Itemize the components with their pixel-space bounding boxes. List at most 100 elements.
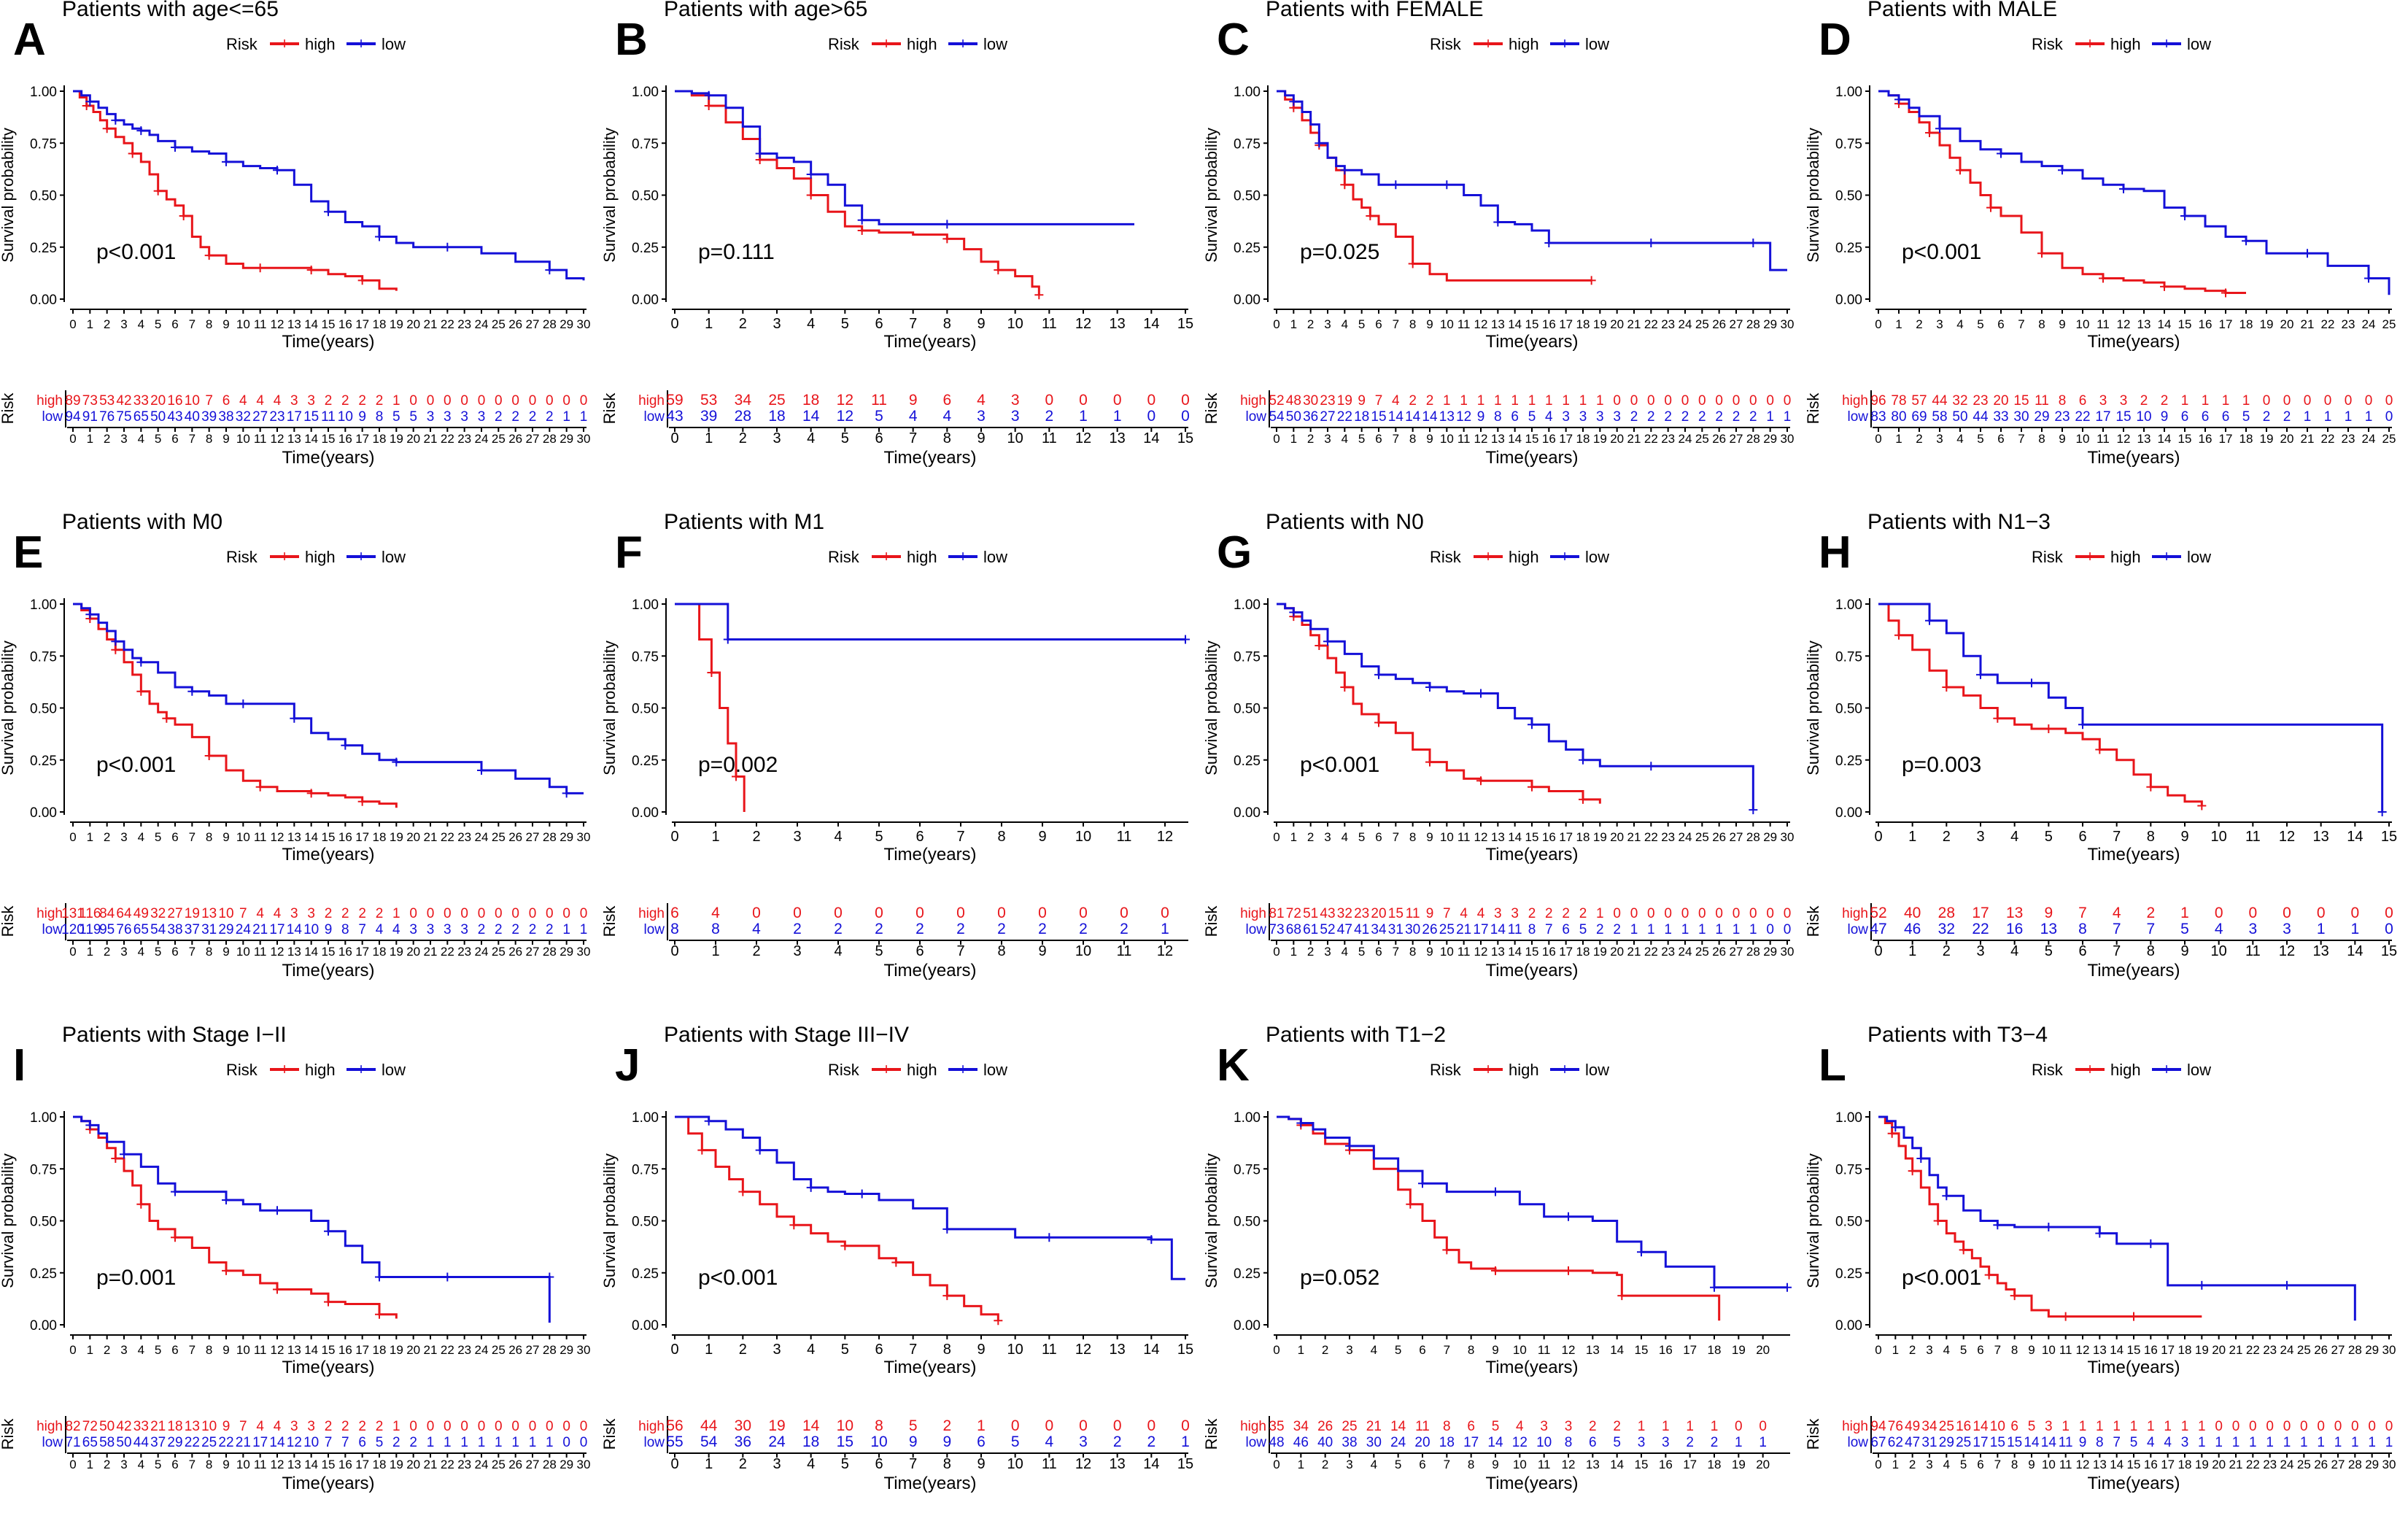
risk-count-low: 120 [61, 922, 85, 937]
risk-count-low: 1 [478, 1435, 486, 1450]
risk-table-label: Risk [0, 905, 17, 937]
y-tick-label: 1.00 [1835, 597, 1862, 613]
risk-x-tick-label: 12 [271, 945, 284, 959]
risk-count-low: 2 [409, 1435, 417, 1450]
risk-count-low: 4 [909, 408, 918, 425]
risk-count-high: 0 [1630, 906, 1638, 921]
x-tick-label: 2 [752, 829, 760, 845]
risk-count-high: 13 [201, 906, 217, 921]
risk-count-high: 0 [2300, 1419, 2308, 1434]
risk-x-tick-label: 8 [997, 943, 1005, 959]
risk-count-high: 17 [1972, 905, 1989, 921]
x-tick-label: 10 [2042, 1343, 2056, 1357]
censor-mark-high [204, 751, 214, 761]
risk-count-high: 2 [1528, 906, 1536, 921]
censor-mark-low [1045, 1233, 1054, 1242]
x-tick-label: 7 [1393, 830, 1399, 844]
legend-high-label: high [2110, 1061, 2141, 1079]
risk-count-high: 0 [1784, 393, 1792, 409]
risk-count-high: 1 [2181, 393, 2189, 409]
risk-count-high: 2 [1545, 906, 1553, 921]
x-tick-label: 2 [1307, 317, 1314, 331]
risk-x-tick-label: 11 [2097, 432, 2110, 446]
risk-count-high: 1 [392, 393, 400, 409]
risk-count-high: 18 [167, 1419, 182, 1434]
risk-count-low: 3 [444, 922, 452, 937]
risk-count-low: 95 [99, 922, 115, 937]
risk-count-high: 0 [2385, 1419, 2393, 1434]
risk-count-low: 2 [495, 922, 503, 937]
risk-count-high: 0 [2351, 1419, 2359, 1434]
x-tick-label: 19 [2260, 317, 2274, 331]
x-tick-label: 30 [577, 317, 591, 331]
risk-count-high: 72 [82, 1419, 98, 1434]
x-tick-label: 25 [1695, 830, 1709, 844]
x-tick-label: 29 [1763, 830, 1777, 844]
risk-count-low: 3 [1638, 1435, 1646, 1450]
censor-mark-high [111, 645, 120, 654]
risk-count-high: 0 [2334, 1419, 2342, 1434]
y-tick-label: 0.50 [1835, 702, 1862, 717]
risk-count-low: 0 [1181, 408, 1190, 425]
x-axis-label: Time(years) [883, 845, 976, 864]
risk-x-tick-label: 30 [577, 432, 591, 446]
risk-count-high: 3 [2099, 393, 2107, 409]
risk-count-high: 1 [1460, 393, 1468, 409]
censor-mark-low [1891, 1123, 1900, 1132]
censor-mark-high [375, 1309, 384, 1319]
risk-count-low: 8 [1565, 1435, 1573, 1450]
censor-mark-low [1749, 805, 1758, 815]
censor-mark-high [806, 190, 816, 200]
risk-x-tick-label: 1 [711, 943, 719, 959]
censor-mark-low [85, 1121, 95, 1130]
risk-count-high: 4 [2113, 905, 2121, 921]
risk-count-high: 0 [409, 393, 417, 409]
x-tick-label: 17 [1683, 1343, 1697, 1357]
risk-x-tick-label: 10 [1440, 432, 1454, 446]
legend-low-label: low [382, 35, 406, 53]
risk-count-low: 37 [185, 922, 200, 937]
y-tick-label: 0.75 [1835, 1162, 1862, 1177]
censor-mark-high [1340, 180, 1350, 190]
y-tick-label: 0.25 [1835, 1266, 1862, 1282]
x-tick-label: 20 [1610, 830, 1624, 844]
panel-title: Patients with MALE [1867, 0, 2057, 21]
x-tick-label: 6 [2078, 829, 2086, 845]
risk-x-tick-label: 8 [206, 1458, 212, 1471]
risk-x-tick-label: 11 [1042, 1456, 1057, 1472]
risk-x-tick-label: 6 [171, 945, 178, 959]
risk-x-tick-label: 3 [1936, 432, 1943, 446]
risk-x-tick-label: 15 [322, 945, 336, 959]
risk-x-tick-label: 1 [1908, 943, 1916, 959]
x-tick-label: 17 [1559, 830, 1573, 844]
risk-count-low: 1 [546, 1435, 554, 1450]
risk-count-high: 4 [977, 392, 986, 409]
risk-x-tick-label: 5 [155, 945, 161, 959]
survival-curve-high [1878, 603, 2203, 806]
x-tick-label: 11 [1042, 1342, 1057, 1358]
x-tick-label: 0 [670, 316, 678, 332]
x-tick-label: 5 [841, 1342, 849, 1358]
censor-mark-low [562, 789, 571, 798]
risk-count-low: 5 [376, 1435, 384, 1450]
risk-count-low: 44 [1973, 409, 1989, 425]
risk-count-high: 1 [2222, 393, 2230, 409]
censor-mark-high [136, 686, 146, 696]
x-tick-label: 18 [373, 830, 387, 844]
risk-x-tick-label: 12 [271, 432, 284, 446]
censor-mark-low [1476, 689, 1485, 698]
censor-mark-high [1034, 290, 1044, 300]
x-tick-label: 18 [373, 1343, 387, 1357]
x-tick-label: 1 [1895, 317, 1902, 331]
risk-row-label-low: low [1245, 922, 1266, 937]
risk-count-low: 3 [1079, 1433, 1088, 1450]
x-tick-label: 17 [2161, 1343, 2175, 1357]
x-tick-label: 13 [1110, 316, 1126, 332]
survival-curve-high [675, 1115, 999, 1321]
risk-row-label-high: high [36, 393, 63, 409]
legend-low-mark: + [2162, 34, 2172, 53]
risk-count-high: 0 [511, 906, 519, 921]
censor-mark-high [111, 1154, 120, 1163]
risk-count-high: 8 [875, 1417, 883, 1434]
